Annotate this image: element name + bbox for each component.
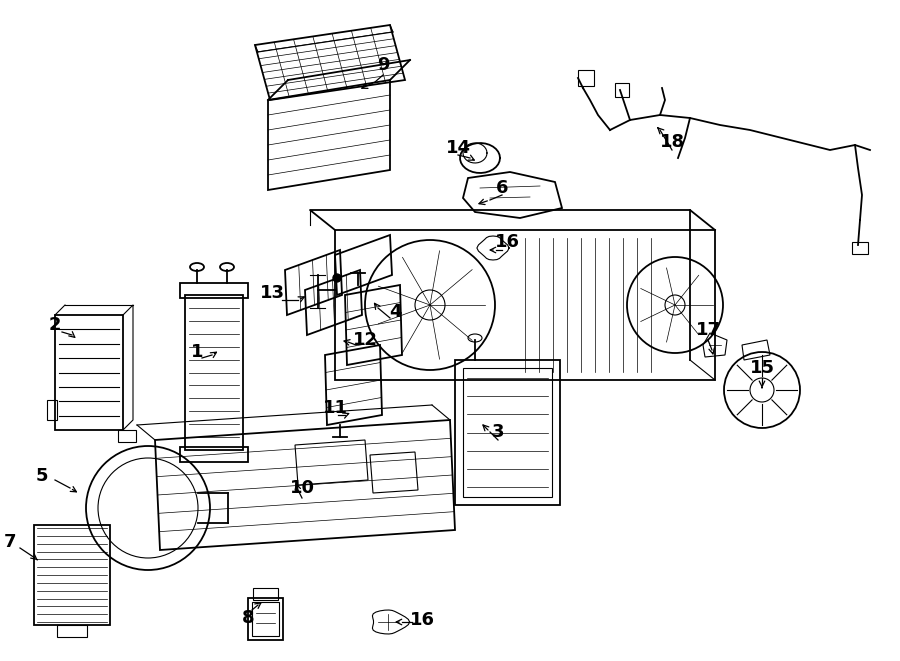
Bar [455, 360, 560, 505]
Bar [34, 525, 110, 625]
Text: 18: 18 [660, 133, 685, 151]
Text: 17: 17 [696, 321, 721, 339]
Bar [248, 598, 283, 640]
Bar [185, 295, 243, 450]
Bar [335, 230, 715, 380]
Bar [615, 83, 629, 97]
Bar [55, 315, 123, 430]
Text: 8: 8 [242, 609, 255, 627]
Bar [47, 400, 57, 420]
Text: 10: 10 [290, 479, 314, 497]
Text: 4: 4 [389, 303, 401, 321]
Bar [180, 447, 248, 462]
Bar [463, 368, 552, 497]
Text: 1: 1 [191, 343, 203, 361]
Bar [118, 430, 136, 442]
Text: 13: 13 [259, 284, 284, 302]
Text: 5: 5 [36, 467, 49, 485]
Text: 12: 12 [353, 331, 377, 349]
Text: 15: 15 [750, 359, 775, 377]
Text: 16: 16 [494, 233, 519, 251]
Text: 11: 11 [322, 399, 347, 417]
Bar [578, 70, 594, 86]
Bar [57, 625, 87, 637]
Text: 2: 2 [49, 316, 61, 334]
Bar [252, 602, 279, 636]
Bar [253, 588, 278, 600]
Text: 6: 6 [496, 179, 508, 197]
Text: 7: 7 [4, 533, 16, 551]
Text: 9: 9 [377, 56, 389, 74]
Bar [852, 242, 868, 254]
Circle shape [333, 274, 341, 282]
Text: 14: 14 [446, 139, 471, 157]
Text: 16: 16 [410, 611, 435, 629]
Text: 3: 3 [491, 423, 504, 441]
Bar [180, 283, 248, 298]
